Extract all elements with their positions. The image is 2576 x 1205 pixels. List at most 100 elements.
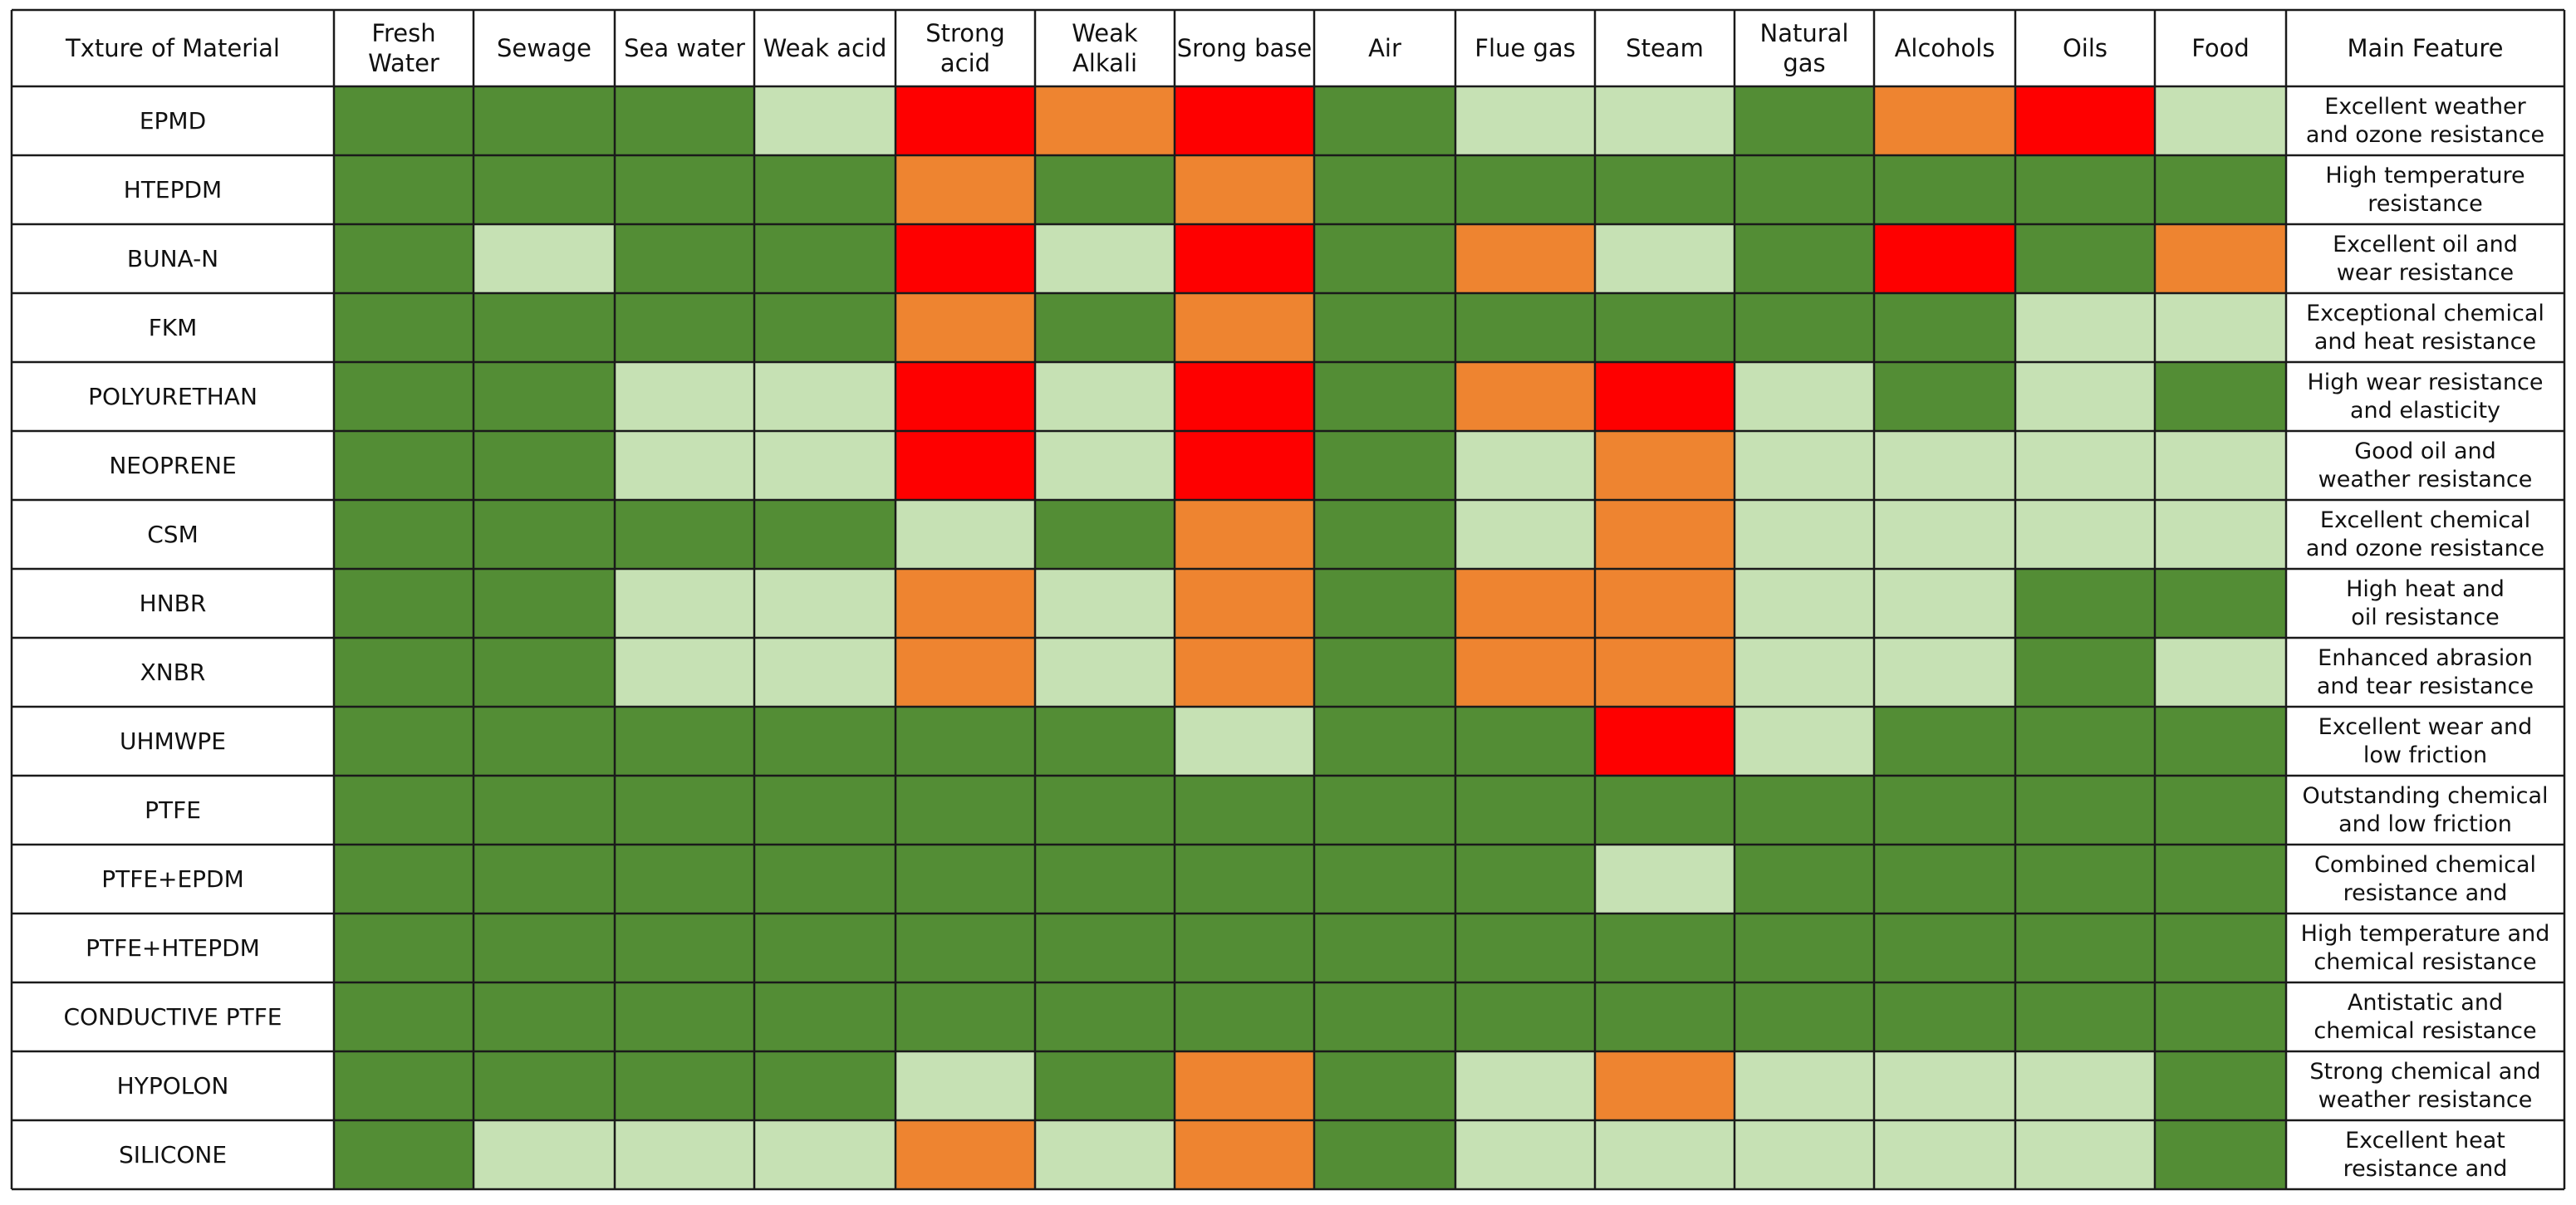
rating-cell: [1175, 638, 1314, 707]
rating-cell: [754, 293, 895, 362]
row-feature-text: High heat and: [2346, 576, 2505, 602]
rating-cell: [2155, 86, 2286, 155]
column-header: Natural: [1760, 19, 1849, 47]
rating-cell: [615, 776, 754, 845]
row-feature-text: and elasticity: [2350, 398, 2500, 424]
rating-cell: [2015, 707, 2155, 776]
rating-cell: [1175, 1051, 1314, 1120]
row-material-label: SILICONE: [119, 1141, 227, 1168]
column-header: Water: [368, 49, 439, 77]
row-material-label: POLYURETHAN: [88, 383, 258, 410]
column-header: Weak: [1072, 19, 1138, 47]
rating-cell: [615, 1120, 754, 1189]
rating-cell: [1314, 1051, 1455, 1120]
rating-cell: [1735, 845, 1874, 914]
rating-cell: [1595, 500, 1735, 569]
row-feature-text: Outstanding chemical: [2303, 783, 2549, 809]
rating-cell: [1595, 914, 1735, 982]
rating-cell: [1735, 1051, 1874, 1120]
rating-cell: [2015, 1120, 2155, 1189]
column-header: Alcohols: [1895, 34, 1995, 62]
rating-cell: [1314, 224, 1455, 293]
rating-cell: [1595, 982, 1735, 1051]
rating-cell: [473, 362, 615, 431]
rating-cell: [1035, 638, 1175, 707]
rating-cell: [1175, 293, 1314, 362]
rating-cell: [1035, 569, 1175, 638]
rating-cell: [1314, 362, 1455, 431]
rating-cell: [615, 569, 754, 638]
rating-cell: [1455, 1051, 1595, 1120]
row-feature-text: Exceptional chemical: [2306, 301, 2544, 326]
row-material-label: CSM: [147, 521, 198, 548]
row-material-label: HTEPDM: [124, 176, 222, 203]
rating-cell: [615, 362, 754, 431]
rating-cell: [1874, 1051, 2015, 1120]
rating-cell: [473, 776, 615, 845]
rating-cell: [1595, 155, 1735, 224]
rating-cell: [1735, 500, 1874, 569]
rating-cell: [1455, 86, 1595, 155]
rating-cell: [1735, 982, 1874, 1051]
rating-cell: [1035, 1120, 1175, 1189]
rating-cell: [473, 914, 615, 982]
rating-cell: [1595, 224, 1735, 293]
row-feature-text: wear resistance: [2337, 260, 2514, 286]
rating-cell: [1735, 224, 1874, 293]
rating-cell: [1455, 569, 1595, 638]
rating-cell: [1314, 776, 1455, 845]
rating-cell: [615, 638, 754, 707]
row-feature-text: weather resistance: [2318, 1087, 2533, 1113]
rating-cell: [1874, 982, 2015, 1051]
row-feature-text: Enhanced abrasion: [2318, 645, 2533, 671]
rating-cell: [1175, 914, 1314, 982]
rating-cell: [473, 982, 615, 1051]
rating-cell: [2155, 362, 2286, 431]
rating-cell: [615, 224, 754, 293]
column-header: acid: [940, 49, 990, 77]
rating-cell: [615, 914, 754, 982]
row-feature-text: resistance: [2367, 191, 2482, 217]
rating-cell: [2015, 1051, 2155, 1120]
rating-cell: [1874, 224, 2015, 293]
rating-cell: [895, 1120, 1035, 1189]
rating-cell: [334, 86, 473, 155]
rating-cell: [1175, 1120, 1314, 1189]
rating-cell: [1314, 845, 1455, 914]
rating-cell: [2155, 155, 2286, 224]
rating-cell: [1175, 707, 1314, 776]
row-material-label: NEOPRENE: [109, 452, 236, 479]
rating-cell: [334, 776, 473, 845]
rating-cell: [1455, 293, 1595, 362]
rating-cell: [473, 1051, 615, 1120]
row-feature-text: weather resistance: [2318, 467, 2533, 492]
rating-cell: [1735, 155, 1874, 224]
row-feature-text: chemical resistance: [2313, 1018, 2536, 1044]
rating-cell: [895, 776, 1035, 845]
row-feature-text: Good oil and: [2354, 438, 2496, 464]
rating-cell: [1735, 86, 1874, 155]
column-header: Food: [2191, 34, 2250, 62]
row-feature-text: resistance and: [2343, 1156, 2508, 1182]
rating-cell: [473, 845, 615, 914]
row-feature-text: Combined chemical: [2314, 852, 2536, 878]
rating-cell: [473, 707, 615, 776]
rating-cell: [334, 500, 473, 569]
rating-cell: [1314, 638, 1455, 707]
rating-cell: [754, 638, 895, 707]
row-feature-text: and ozone resistance: [2306, 122, 2544, 148]
row-feature-text: High temperature and: [2301, 921, 2550, 947]
rating-cell: [1175, 362, 1314, 431]
row-feature-text: Excellent weather: [2324, 94, 2526, 120]
rating-cell: [1455, 982, 1595, 1051]
rating-cell: [1455, 914, 1595, 982]
rating-cell: [1455, 638, 1595, 707]
rating-cell: [1035, 1051, 1175, 1120]
rating-cell: [334, 914, 473, 982]
rating-cell: [2015, 86, 2155, 155]
column-header: Sewage: [497, 34, 591, 62]
rating-cell: [1455, 362, 1595, 431]
rating-cell: [1595, 569, 1735, 638]
rating-cell: [1175, 500, 1314, 569]
